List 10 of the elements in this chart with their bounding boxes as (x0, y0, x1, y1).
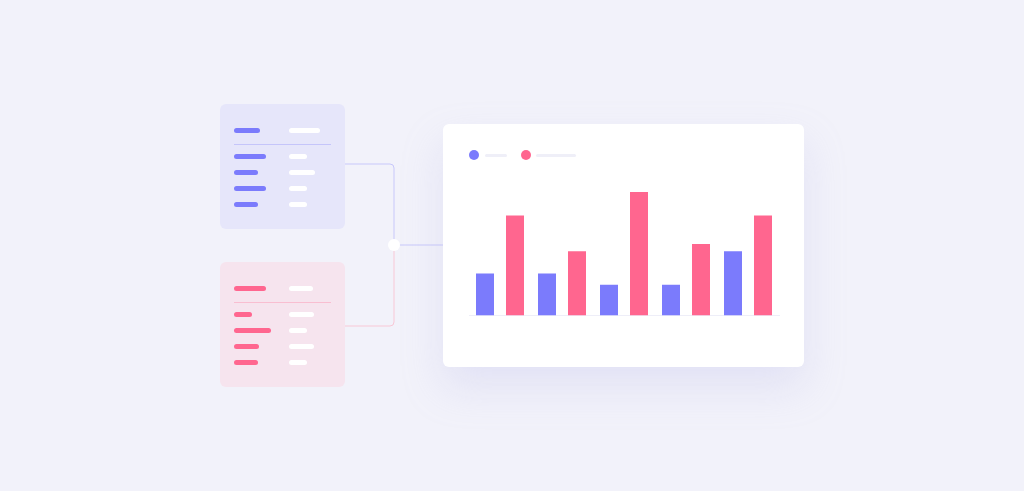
bar (506, 215, 524, 316)
bar (630, 192, 648, 316)
bar (754, 215, 772, 316)
bar (600, 284, 618, 316)
bar (476, 273, 494, 316)
bar (692, 243, 710, 316)
bar (662, 284, 680, 316)
bar (568, 251, 586, 316)
bar (724, 251, 742, 316)
bar (538, 273, 556, 316)
